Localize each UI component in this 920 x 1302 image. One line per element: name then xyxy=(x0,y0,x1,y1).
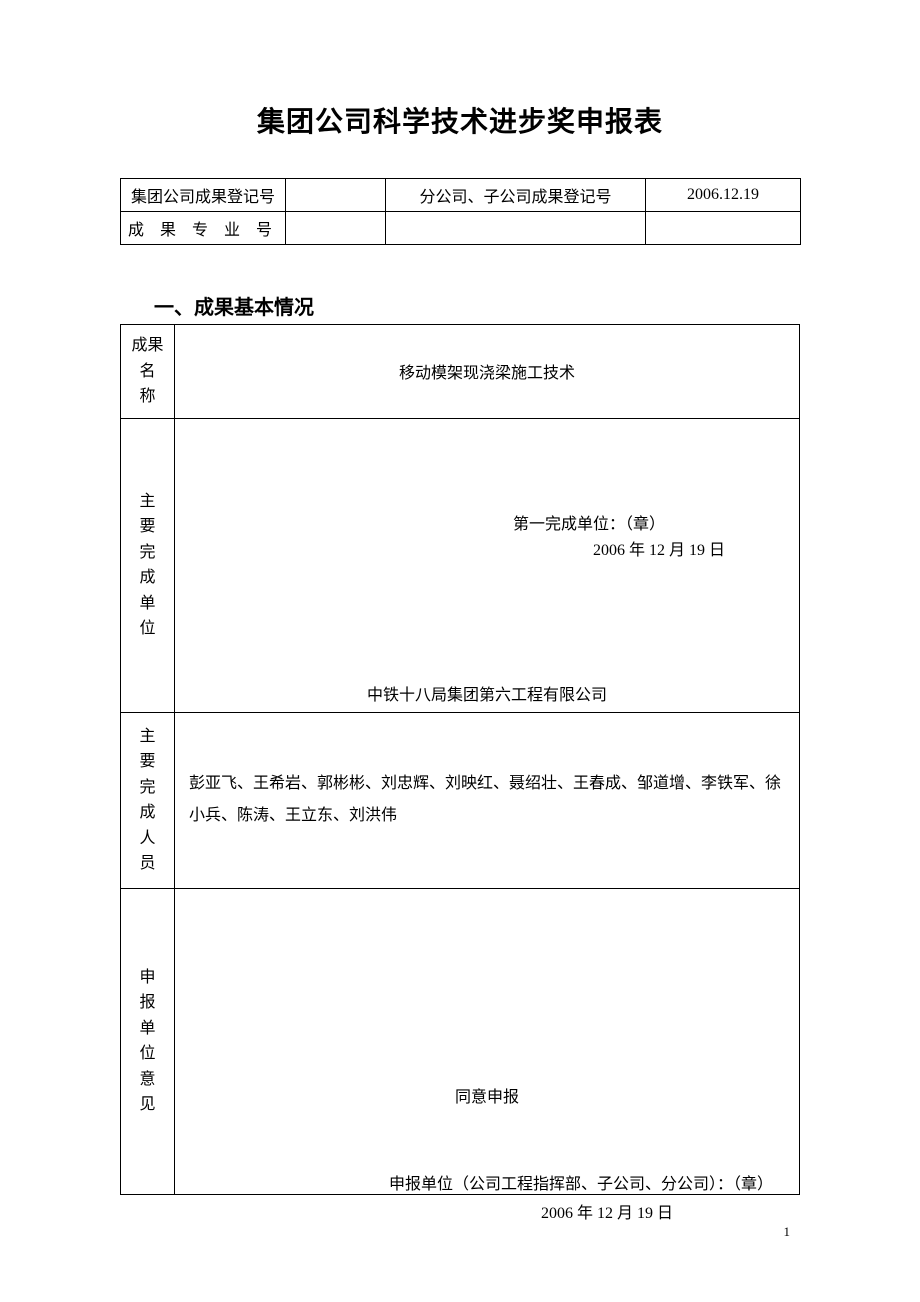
reg-empty-cell xyxy=(386,212,646,245)
table-row: 申 报 单 位 意 见 同意申报 申报单位（公司工程指挥部、子公司、分公司）：（… xyxy=(121,888,800,1194)
label-text: 主 xyxy=(125,724,170,750)
page-number: 1 xyxy=(784,1224,791,1240)
label-text: 成 xyxy=(125,800,170,826)
table-row: 成果名 称 移动模架现浇梁施工技术 xyxy=(121,325,800,419)
table-row: 成 果 专 业 号 xyxy=(121,212,801,245)
table-row: 主 要 完 成 人 员 彭亚飞、王希岩、郭彬彬、刘忠辉、刘映红、聂绍壮、王春成、… xyxy=(121,712,800,888)
opinion-label: 申 报 单 位 意 见 xyxy=(121,888,175,1194)
completion-people-cell: 彭亚飞、王希岩、郭彬彬、刘忠辉、刘映红、聂绍壮、王春成、邹道增、李铁军、徐小兵、… xyxy=(175,712,800,888)
label-text: 意 xyxy=(125,1067,170,1093)
result-name-label: 成果名 称 xyxy=(121,325,175,419)
label-text: 称 xyxy=(125,384,170,410)
completion-unit-label: 主 要 完 成 单 位 xyxy=(121,418,175,712)
label-text: 位 xyxy=(125,1041,170,1067)
unit-signature-line: 第一完成单位：（章） xyxy=(513,512,725,538)
reg-empty-cell xyxy=(646,212,801,245)
completion-unit-cell: 中铁十八局集团第六工程有限公司 第一完成单位：（章） 2006 年 12 月 1… xyxy=(175,418,800,712)
opinion-signature-line: 申报单位（公司工程指挥部、子公司、分公司）：（章） xyxy=(389,1171,773,1200)
reg-spec-label: 成 果 专 业 号 xyxy=(121,212,286,245)
label-text: 员 xyxy=(125,851,170,877)
label-text: 申 xyxy=(125,965,170,991)
label-text: 位 xyxy=(125,616,170,642)
label-text: 报 xyxy=(125,990,170,1016)
completion-unit-value: 中铁十八局集团第六工程有限公司 xyxy=(189,681,785,705)
label-text: 要 xyxy=(125,514,170,540)
opinion-cell: 同意申报 申报单位（公司工程指挥部、子公司、分公司）：（章） 2006 年 12… xyxy=(175,888,800,1194)
label-text: 单 xyxy=(125,591,170,617)
label-text: 单 xyxy=(125,1016,170,1042)
result-name-value: 移动模架现浇梁施工技术 xyxy=(175,325,800,419)
table-row: 集团公司成果登记号 分公司、子公司成果登记号 2006.12.19 xyxy=(121,179,801,212)
reg-sub-value: 2006.12.19 xyxy=(646,179,801,212)
label-text: 成果名 xyxy=(125,333,170,384)
label-text: 见 xyxy=(125,1092,170,1118)
label-text: 人 xyxy=(125,826,170,852)
completion-people-value: 彭亚飞、王希岩、郭彬彬、刘忠辉、刘映红、聂绍壮、王春成、邹道增、李铁军、徐小兵、… xyxy=(189,768,785,832)
unit-signature-date: 2006 年 12 月 19 日 xyxy=(513,538,725,564)
section-heading: 一、成果基本情况 xyxy=(120,291,800,320)
table-row: 主 要 完 成 单 位 中铁十八局集团第六工程有限公司 第一完成单位：（章） 2… xyxy=(121,418,800,712)
label-text: 主 xyxy=(125,489,170,515)
completion-people-label: 主 要 完 成 人 员 xyxy=(121,712,175,888)
label-text: 完 xyxy=(125,775,170,801)
page-title: 集团公司科学技术进步奖申报表 xyxy=(120,100,800,140)
reg-group-value xyxy=(286,179,386,212)
label-text: 要 xyxy=(125,749,170,775)
label-text: 成 xyxy=(125,565,170,591)
reg-group-label: 集团公司成果登记号 xyxy=(121,179,286,212)
opinion-signature-date: 2006 年 12 月 19 日 xyxy=(389,1200,773,1229)
opinion-value: 同意申报 xyxy=(189,1083,785,1107)
main-info-table: 成果名 称 移动模架现浇梁施工技术 主 要 完 成 单 位 中铁十八局集团第六工… xyxy=(120,324,800,1195)
label-text: 完 xyxy=(125,540,170,566)
registration-table: 集团公司成果登记号 分公司、子公司成果登记号 2006.12.19 成 果 专 … xyxy=(120,178,801,245)
reg-sub-label: 分公司、子公司成果登记号 xyxy=(386,179,646,212)
reg-spec-value xyxy=(286,212,386,245)
